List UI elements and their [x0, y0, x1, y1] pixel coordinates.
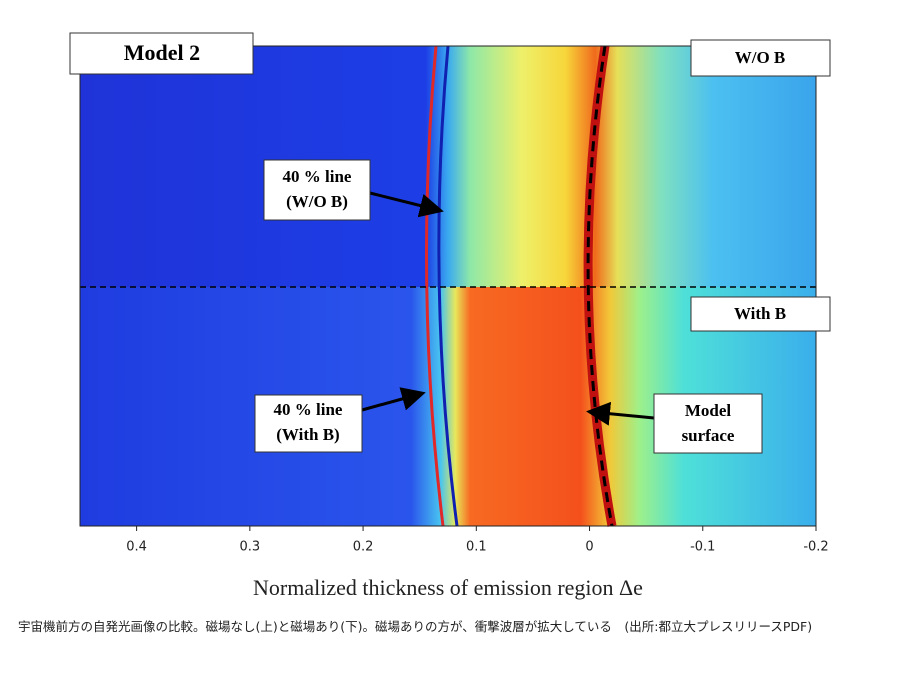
top-label: W/O B	[735, 48, 786, 67]
figure: Model 2 W/O B With B 40 % line (W/O B) 4…	[69, 32, 831, 600]
arrow	[361, 387, 426, 412]
x-tick-label: -0.1	[690, 540, 715, 555]
annotation: 40 % line	[283, 167, 352, 186]
image-top	[80, 46, 816, 287]
x-axis-label: Normalized thickness of emission region …	[253, 575, 643, 600]
box	[263, 159, 371, 221]
bottom-label: With B	[734, 304, 786, 323]
x-tick-label: 0.1	[466, 540, 487, 555]
annotation: Model	[685, 401, 732, 420]
box	[653, 393, 763, 454]
box	[690, 296, 831, 332]
annotation: (With B)	[276, 425, 339, 444]
model-surface	[586, 45, 614, 527]
annotation: (W/O B)	[286, 192, 348, 211]
box	[69, 32, 254, 75]
arrow	[586, 401, 655, 426]
x-tick-label: 0.3	[240, 540, 261, 555]
x-tick-label: 0	[585, 540, 593, 555]
blue-line	[437, 45, 459, 527]
arrow	[369, 191, 444, 218]
frame	[79, 45, 817, 527]
annotation: surface	[682, 426, 735, 445]
box	[254, 394, 363, 453]
box	[690, 39, 831, 77]
x-tick-label: 0.4	[126, 540, 147, 555]
x-tick-label: -0.2	[803, 540, 828, 555]
caption: 宇宙機前方の自発光画像の比較。磁場なし(上)と磁場あり(下)。磁場ありの方が、衝…	[18, 619, 813, 634]
x-tick-label: 0.2	[353, 540, 374, 555]
annotation: 40 % line	[274, 400, 343, 419]
model-label: Model 2	[124, 40, 200, 65]
red-line	[425, 45, 445, 527]
